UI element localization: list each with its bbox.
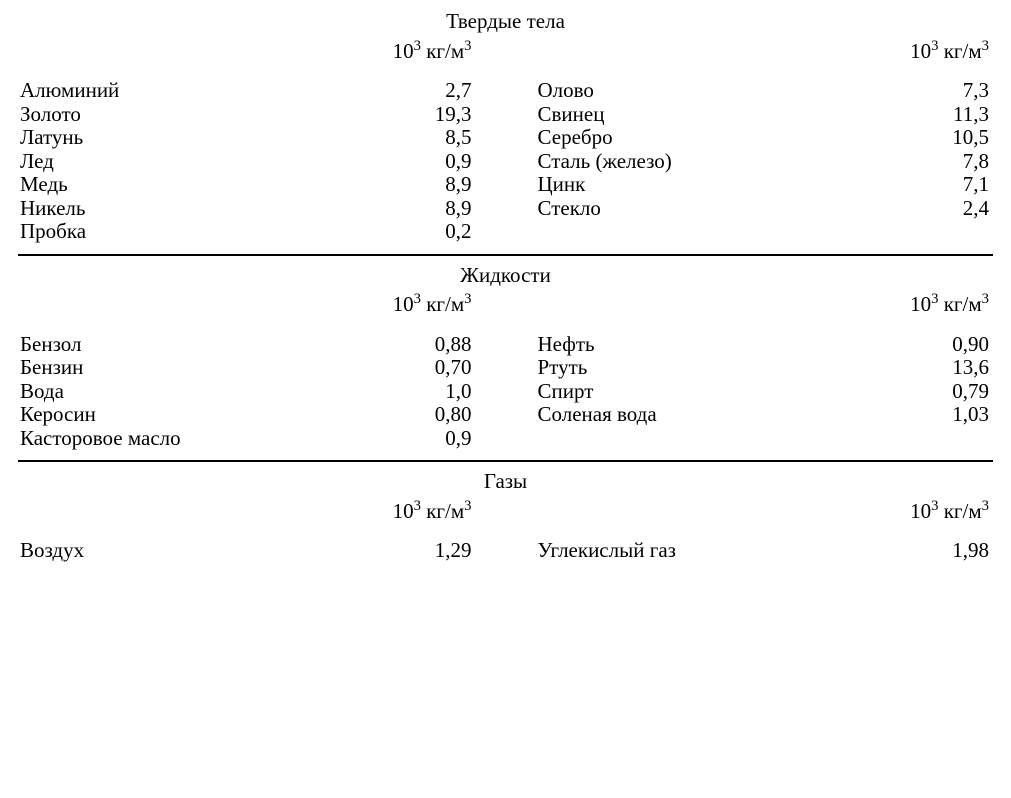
material-name: Бензин xyxy=(18,356,83,380)
table-row: Керосин 0,80 xyxy=(18,403,476,427)
table-row: Бензин 0,70 xyxy=(18,356,476,380)
material-name: Сталь (железо) xyxy=(536,150,672,174)
material-value: 7,3 xyxy=(963,79,989,103)
material-value: 2,7 xyxy=(445,79,471,103)
material-value: 13,6 xyxy=(952,356,989,380)
table-column: 103 кг/м3Олово7,3Свинец11,3Серебро10,5Ст… xyxy=(536,40,994,244)
section: Твердые тела 103 кг/м3 Алюминий 2,7 Золото 19… xyxy=(18,8,993,254)
material-name: Воздух xyxy=(18,539,84,563)
material-name: Латунь xyxy=(18,126,83,150)
material-name: Цинк xyxy=(536,173,586,197)
table-row: Воздух 1,29 xyxy=(18,539,476,563)
table-column: 103 кг/м3Нефть0,90Ртуть13,6Спирт0,79Соле… xyxy=(536,293,994,450)
material-value: 10,5 xyxy=(952,126,989,150)
table-row: Спирт 0,79 xyxy=(536,380,994,404)
table-row: Касторовое масло 0,9 xyxy=(18,427,476,451)
material-value: 7,1 xyxy=(963,173,989,197)
table-row: Олово 7,3 xyxy=(536,79,994,103)
table-row: Стекло 2,4 xyxy=(536,197,994,221)
unit-header: 103 кг/м3 xyxy=(18,500,476,524)
table-row: Латунь 8,5 xyxy=(18,126,476,150)
material-name: Золото xyxy=(18,103,81,127)
section: Газы 103 кг/м3 Воздух 1,29 103 кг/м3 Углекисл… xyxy=(18,460,993,573)
material-value: 0,80 xyxy=(435,403,472,427)
material-value: 8,9 xyxy=(445,173,471,197)
material-name: Углекислый газ xyxy=(536,539,676,563)
material-name: Стекло xyxy=(536,197,601,221)
material-value: 11,3 xyxy=(953,103,989,127)
material-name: Бензол xyxy=(18,333,82,357)
material-value: 0,9 xyxy=(445,427,471,451)
material-value: 0,2 xyxy=(445,220,471,244)
density-table-root: Твердые тела 103 кг/м3 Алюминий 2,7 Золото 19… xyxy=(18,8,993,573)
material-value: 1,0 xyxy=(445,380,471,404)
table-column: 103 кг/м3 Воздух 1,29 xyxy=(18,500,476,563)
table-row: Серебро 10,5 xyxy=(536,126,994,150)
unit-header: 103 кг/м3 xyxy=(536,40,994,64)
table-row: Алюминий 2,7 xyxy=(18,79,476,103)
table-column: 103 кг/м3Бензол0,88Бензин0,70Вода1,0Керо… xyxy=(18,293,476,450)
material-value: 0,9 xyxy=(445,150,471,174)
table-row: Золото 19,3 xyxy=(18,103,476,127)
material-name: Вода xyxy=(18,380,64,404)
section-title: Газы xyxy=(18,470,993,494)
material-name: Лед xyxy=(18,150,54,174)
table-row: Никель 8,9 xyxy=(18,197,476,221)
table-row: Ртуть 13,6 xyxy=(536,356,994,380)
section: Жидкости103 кг/м3Бензол0,88Бензин0,70Вод… xyxy=(18,254,993,461)
material-name: Алюминий xyxy=(18,79,119,103)
material-name: Пробка xyxy=(18,220,86,244)
table-row: Нефть 0,90 xyxy=(536,333,994,357)
material-name: Медь xyxy=(18,173,68,197)
columns-wrap: 103 кг/м3Бензол0,88Бензин0,70Вода1,0Керо… xyxy=(18,293,993,450)
material-name: Олово xyxy=(536,79,594,103)
material-value: 7,8 xyxy=(963,150,989,174)
section-title: Твердые тела xyxy=(18,10,993,34)
table-row: Пробка 0,2 xyxy=(18,220,476,244)
material-value: 1,29 xyxy=(435,539,472,563)
material-name: Никель xyxy=(18,197,85,221)
material-value: 0,79 xyxy=(952,380,989,404)
unit-header: 103 кг/м3 xyxy=(18,40,476,64)
material-value: 2,4 xyxy=(963,197,989,221)
material-name: Соленая вода xyxy=(536,403,657,427)
table-column: 103 кг/м3 Углекислый газ 1,98 xyxy=(536,500,994,563)
material-name: Серебро xyxy=(536,126,613,150)
material-name: Касторовое масло xyxy=(18,427,181,451)
material-value: 1,98 xyxy=(952,539,989,563)
table-row: Свинец 11,3 xyxy=(536,103,994,127)
unit-header: 103 кг/м3 xyxy=(536,500,994,524)
unit-header: 103 кг/м3 xyxy=(536,293,994,317)
table-row: Соленая вода 1,03 xyxy=(536,403,994,427)
table-column: 103 кг/м3Алюминий2,7Золото19,3Латунь8,5Л… xyxy=(18,40,476,244)
material-name: Ртуть xyxy=(536,356,588,380)
material-name: Свинец xyxy=(536,103,605,127)
table-row: Лед 0,9 xyxy=(18,150,476,174)
table-row: Медь 8,9 xyxy=(18,173,476,197)
material-value: 1,03 xyxy=(952,403,989,427)
section-title: Жидкости xyxy=(18,264,993,288)
material-name: Нефть xyxy=(536,333,595,357)
material-value: 0,88 xyxy=(435,333,472,357)
material-value: 0,90 xyxy=(952,333,989,357)
material-name: Спирт xyxy=(536,380,594,404)
material-name: Керосин xyxy=(18,403,96,427)
material-value: 8,5 xyxy=(445,126,471,150)
table-row: Вода 1,0 xyxy=(18,380,476,404)
table-row: Бензол 0,88 xyxy=(18,333,476,357)
material-value: 8,9 xyxy=(445,197,471,221)
table-row: Углекислый газ 1,98 xyxy=(536,539,994,563)
material-value: 19,3 xyxy=(435,103,472,127)
table-row: Цинк 7,1 xyxy=(536,173,994,197)
table-row: Сталь (железо) 7,8 xyxy=(536,150,994,174)
columns-wrap: 103 кг/м3 Воздух 1,29 103 кг/м3 Углекислый г… xyxy=(18,500,993,563)
unit-header: 103 кг/м3 xyxy=(18,293,476,317)
columns-wrap: 103 кг/м3Алюминий2,7Золото19,3Латунь8,5Л… xyxy=(18,40,993,244)
material-value: 0,70 xyxy=(435,356,472,380)
